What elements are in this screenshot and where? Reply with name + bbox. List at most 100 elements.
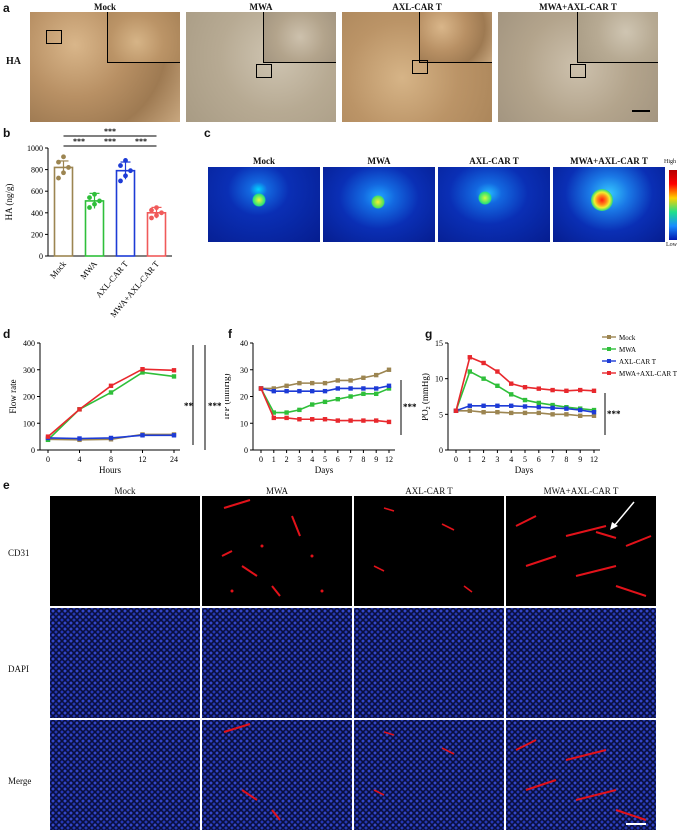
data-point <box>361 375 366 380</box>
x-tick-label: 4 <box>310 455 314 464</box>
data-point <box>140 367 145 372</box>
y-tick-label: 15 <box>435 339 443 348</box>
x-tick-label: 12 <box>385 455 393 464</box>
data-point <box>108 435 114 441</box>
panel-a-label: a <box>3 1 10 15</box>
x-axis-label: Days <box>515 465 534 475</box>
data-point <box>154 205 159 211</box>
panel-c-title-axl: AXL-CAR T <box>469 156 519 166</box>
ihc-inset-combo <box>577 12 658 63</box>
y-axis-label: Flow rate <box>8 379 18 413</box>
data-point <box>481 409 486 415</box>
series-line <box>47 371 175 441</box>
data-point <box>87 195 92 201</box>
data-point <box>467 403 472 408</box>
data-point <box>591 413 597 418</box>
ihc-image-mwa <box>186 12 336 122</box>
data-point <box>140 433 145 438</box>
x-tick-label: 12 <box>590 455 598 464</box>
roi-box <box>256 64 272 78</box>
data-point <box>481 403 486 408</box>
data-point <box>297 380 302 386</box>
x-tick-label: 6 <box>336 455 340 464</box>
data-point <box>310 417 315 422</box>
x-tick-label: 4 <box>509 455 513 464</box>
data-point <box>361 418 366 423</box>
ihc-image-combo <box>498 12 658 122</box>
data-point <box>322 417 328 422</box>
panel-a-title-combo: MWA+AXL-CAR T <box>539 2 617 12</box>
perfusion-image-mock <box>208 167 320 242</box>
merge-image-combo <box>506 720 656 830</box>
panel-c-label: c <box>204 126 211 140</box>
significance-label: *** <box>73 137 85 146</box>
data-point <box>374 391 379 397</box>
legend-label: AXL-CAR T <box>619 358 657 366</box>
data-point <box>171 433 177 438</box>
y-axis-label: PO2 (mmHg) <box>422 373 432 421</box>
data-point <box>108 390 114 395</box>
y-tick-label: 0 <box>31 446 35 455</box>
ihc-image-axl <box>342 12 492 122</box>
x-tick-label: 9 <box>374 455 378 464</box>
significance-label: *** <box>208 401 222 411</box>
data-point <box>310 380 315 386</box>
data-point <box>45 434 51 439</box>
bar <box>53 166 74 257</box>
data-point <box>118 178 123 184</box>
x-tick-label: 5 <box>523 455 527 464</box>
data-point <box>297 388 302 394</box>
legend-label: MWA <box>619 346 636 354</box>
merge-image-mock <box>50 720 200 830</box>
data-point <box>108 383 114 388</box>
dapi-image-mock <box>50 608 200 718</box>
y-tick-label: 0 <box>439 446 443 455</box>
data-point <box>550 402 555 408</box>
data-point <box>386 383 392 388</box>
data-point <box>550 387 555 393</box>
dapi-image-combo <box>506 608 656 718</box>
data-point <box>322 388 328 394</box>
ihc-inset-axl <box>419 12 492 63</box>
y-tick-label: 10 <box>240 419 248 428</box>
cd31-image-mock <box>50 496 200 606</box>
cd31-image-axl <box>354 496 504 606</box>
x-tick-label: 8 <box>361 455 365 464</box>
y-tick-label: 20 <box>240 393 248 402</box>
data-point <box>481 360 486 366</box>
data-point <box>495 369 500 374</box>
data-point <box>509 410 514 416</box>
y-tick-label: 30 <box>240 366 248 375</box>
significance-label: *** <box>607 409 621 419</box>
panel-e-title-combo: MWA+AXL-CAR T <box>543 486 619 496</box>
legend-label: Mock <box>619 335 636 342</box>
panel-e-row-merge: Merge <box>8 776 32 786</box>
panel-d-label: d <box>3 327 11 341</box>
ihc-image-mock <box>30 12 180 122</box>
cd31-image-mwa <box>202 496 352 606</box>
significance-label: *** <box>403 402 417 412</box>
data-point <box>310 402 315 407</box>
y-tick-label: 40 <box>240 339 248 348</box>
data-point <box>61 170 66 176</box>
data-point <box>284 415 289 421</box>
y-tick-label: 300 <box>23 366 35 375</box>
panel-b-label: b <box>3 126 11 140</box>
data-point <box>536 410 541 416</box>
merge-image-axl <box>354 720 504 830</box>
y-tick-label: 0 <box>39 252 43 261</box>
data-point <box>578 387 583 393</box>
y-tick-label: 800 <box>31 166 43 175</box>
data-point <box>509 392 514 397</box>
x-tick-label: Mock <box>48 258 69 280</box>
data-point <box>92 191 97 197</box>
data-point <box>335 396 340 402</box>
data-point <box>509 403 514 408</box>
x-tick-label: 5 <box>323 455 327 464</box>
legend-label: MWA+AXL-CAR T <box>619 370 678 378</box>
perfusion-hotspot <box>478 191 492 205</box>
panel-a-title-mock: Mock <box>94 2 116 12</box>
x-tick-label: 3 <box>297 455 301 464</box>
data-point <box>591 388 597 393</box>
